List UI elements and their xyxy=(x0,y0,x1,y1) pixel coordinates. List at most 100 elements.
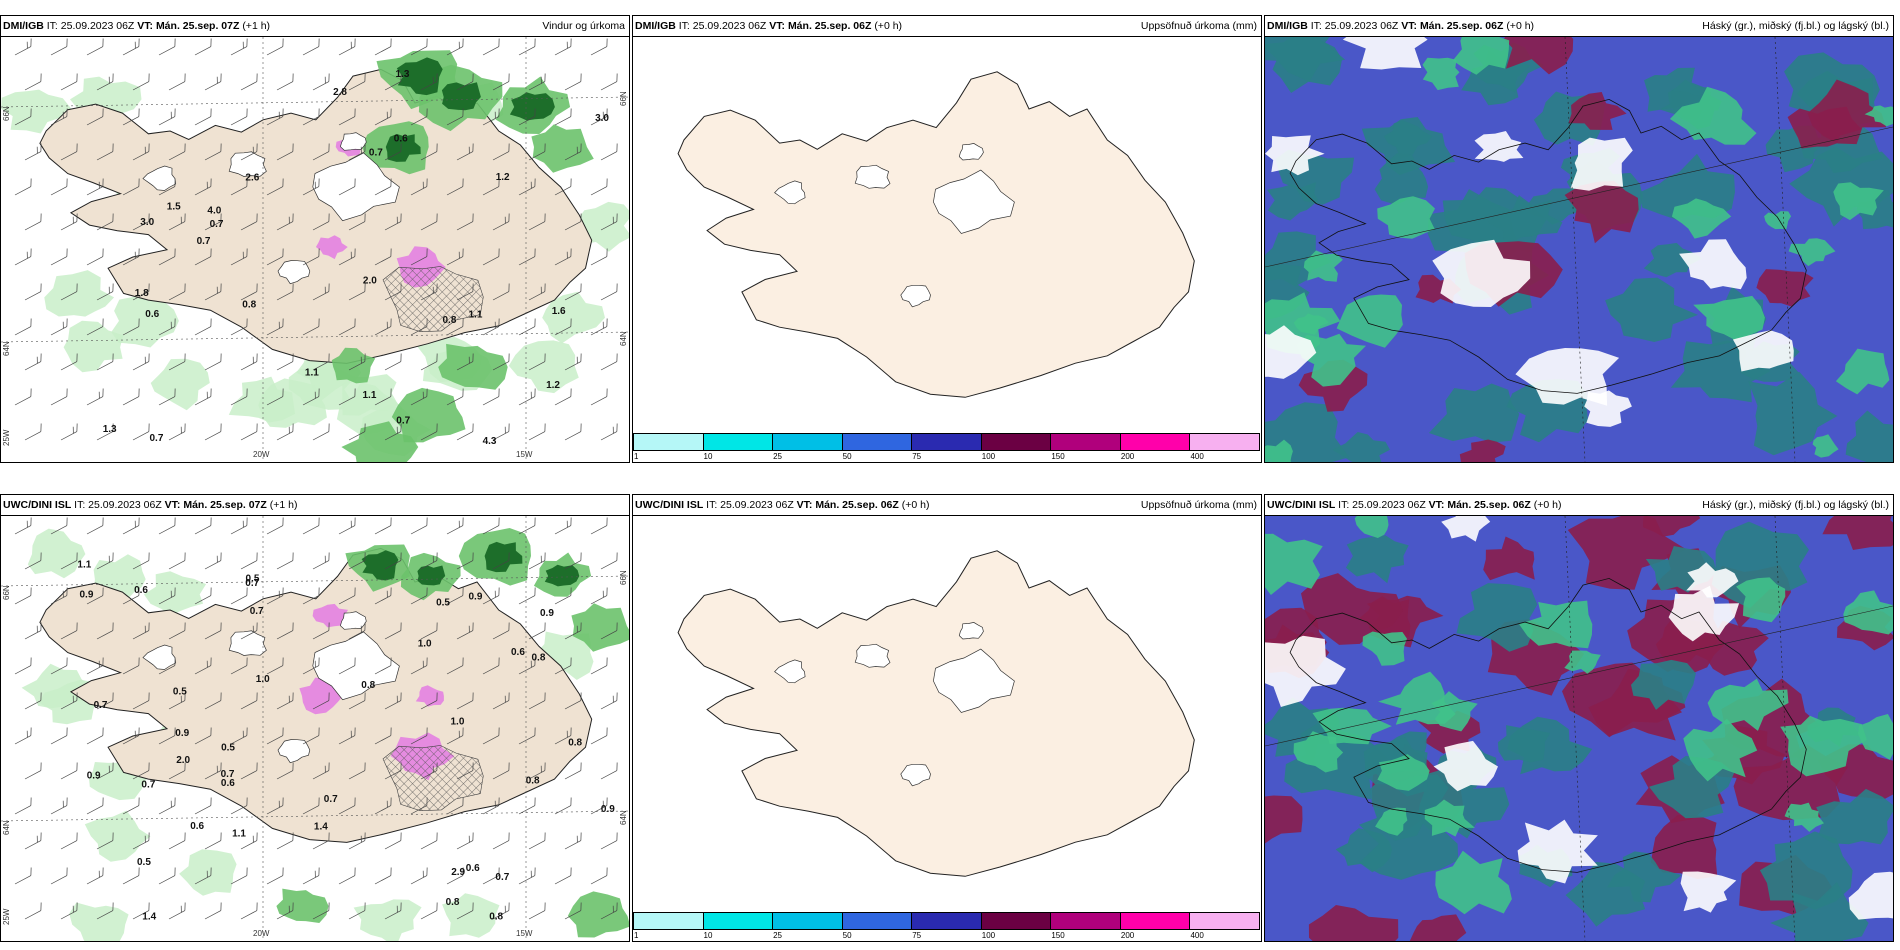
wind-barb xyxy=(24,832,42,850)
init-time: IT: 25.09.2023 06Z xyxy=(706,499,794,511)
wind-barb xyxy=(564,423,582,441)
wind-barb xyxy=(446,797,464,815)
wind-barb xyxy=(482,248,500,266)
wind-barb xyxy=(420,692,438,710)
wind-barb xyxy=(446,108,464,126)
model-source: UWC/DINI ISL xyxy=(3,499,72,511)
wind-barb xyxy=(14,108,32,126)
glacier xyxy=(933,169,1015,234)
wind-barb xyxy=(14,517,32,535)
wind-barb xyxy=(240,73,258,91)
glacier xyxy=(854,164,891,189)
wind-barb xyxy=(410,38,428,56)
wind-barb xyxy=(266,797,284,815)
wind-barb xyxy=(96,283,114,301)
wind-barb xyxy=(312,73,330,91)
wind-barb xyxy=(122,388,140,406)
wind-barb xyxy=(348,143,366,161)
precip-value-label: 0.8 xyxy=(443,315,457,326)
precip-value-label: 2.9 xyxy=(451,867,465,878)
wind-barb xyxy=(24,692,42,710)
wind-barb xyxy=(50,248,68,266)
wind-barb xyxy=(302,517,320,535)
wind-barb xyxy=(240,762,258,780)
precip-value-label: 0.8 xyxy=(532,652,546,663)
wind-barb xyxy=(240,692,258,710)
wind-barb xyxy=(420,353,438,371)
wind-barb xyxy=(86,318,104,336)
cloud-area xyxy=(1519,600,1593,649)
wind-barb xyxy=(194,248,212,266)
wind-barb xyxy=(204,143,222,161)
wind-barb xyxy=(86,727,104,745)
wind-barb xyxy=(312,832,330,850)
wind-precip-map: 0.60.70.90.70.80.71.10.81.00.50.90.71.40… xyxy=(1,516,629,941)
cloud-area xyxy=(1564,650,1601,674)
wind-barb xyxy=(492,552,510,570)
wind-barb xyxy=(348,762,366,780)
wind-barb xyxy=(456,213,474,231)
wind-barb xyxy=(600,283,618,301)
precip-value-label: 0.6 xyxy=(394,134,408,145)
wind-barb xyxy=(338,38,356,56)
wind-barb xyxy=(122,248,140,266)
cloud-cover-map xyxy=(1265,516,1893,941)
wind-barb xyxy=(276,213,294,231)
cloud-area xyxy=(1336,294,1403,348)
cloud-area xyxy=(1764,211,1792,230)
wind-barb xyxy=(60,213,78,231)
wind-barb xyxy=(528,423,546,441)
wind-barb xyxy=(312,213,330,231)
panel-title: Uppsöfnuð úrkoma (mm) xyxy=(1140,20,1257,32)
wind-barb xyxy=(24,213,42,231)
wind-barb xyxy=(266,388,284,406)
cloud-area xyxy=(1864,105,1893,127)
precip-value-label: 1.3 xyxy=(103,424,117,435)
cloud-area xyxy=(1497,725,1551,763)
cloud-area xyxy=(1301,573,1404,645)
wind-barb xyxy=(518,318,536,336)
precip-value-label: 0.7 xyxy=(94,700,108,711)
wind-barb xyxy=(564,762,582,780)
wind-barb xyxy=(492,832,510,850)
wind-barb xyxy=(374,867,392,885)
wind-barb xyxy=(276,832,294,850)
wind-barb xyxy=(374,318,392,336)
lead-time: (+1 h) xyxy=(269,499,298,511)
wind-barb xyxy=(600,832,618,850)
wind-barb xyxy=(50,867,68,885)
wind-barb xyxy=(204,762,222,780)
precip-area-heavy xyxy=(276,888,329,923)
precip-value-label: 1.6 xyxy=(552,306,566,317)
wind-barb xyxy=(338,657,356,675)
wind-barb xyxy=(122,318,140,336)
wind-barb xyxy=(204,353,222,371)
wind-barb xyxy=(482,318,500,336)
cloud-area xyxy=(1605,277,1698,342)
colorbar-tick-label: 150 xyxy=(1051,931,1065,940)
cloud-area xyxy=(1567,516,1687,590)
wind-barb xyxy=(590,38,608,56)
cloud-area xyxy=(1428,383,1520,443)
colorbar-segment xyxy=(1189,433,1260,451)
wind-barb xyxy=(420,423,438,441)
wind-barb xyxy=(122,517,140,535)
colorbar-tick-label: 25 xyxy=(773,931,783,940)
precip-area-heavy xyxy=(341,421,419,462)
wind-barb xyxy=(86,657,104,675)
wind-barb xyxy=(482,517,500,535)
cloud-area xyxy=(1669,86,1757,145)
cloud-area xyxy=(1362,631,1407,666)
cloud-area xyxy=(1780,715,1867,777)
cloud-area xyxy=(1504,37,1574,75)
wind-barb xyxy=(446,727,464,745)
wind-barb xyxy=(132,552,150,570)
wind-barb xyxy=(24,73,42,91)
colorbar-tick-label: 400 xyxy=(1190,931,1204,940)
cloud-area xyxy=(1383,120,1433,159)
wind-barb xyxy=(446,38,464,56)
glacier xyxy=(958,622,984,640)
wind-barb xyxy=(122,38,140,56)
colorbar-segment xyxy=(911,912,982,930)
wind-barb xyxy=(60,692,78,710)
